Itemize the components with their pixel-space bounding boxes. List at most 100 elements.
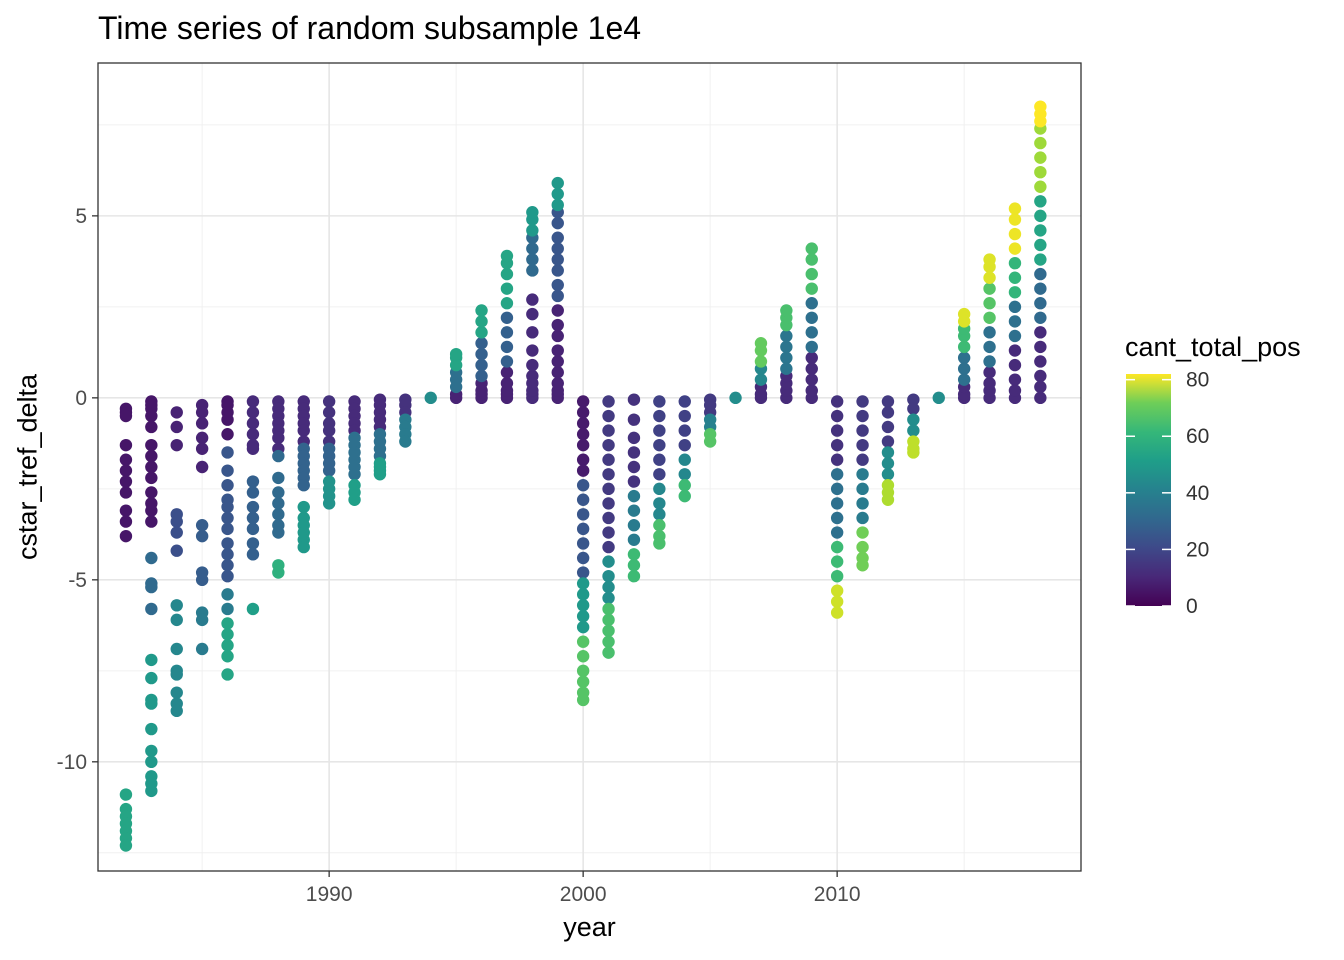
data-point xyxy=(1008,202,1022,215)
data-point xyxy=(1034,209,1047,223)
data-point xyxy=(1034,380,1047,394)
data-point xyxy=(272,497,285,510)
data-point xyxy=(1034,355,1047,368)
data-point xyxy=(627,393,641,406)
data-point xyxy=(1034,391,1047,405)
data-point xyxy=(322,406,336,419)
data-point xyxy=(475,326,488,339)
data-point xyxy=(551,216,564,230)
x-axis-title: year xyxy=(563,912,616,942)
data-point xyxy=(881,493,895,506)
data-point xyxy=(805,362,818,375)
data-point xyxy=(830,584,844,597)
data-point xyxy=(526,264,539,277)
data-point xyxy=(551,318,564,332)
data-point xyxy=(145,653,158,667)
data-point xyxy=(983,326,996,339)
data-point xyxy=(475,369,488,383)
data-point xyxy=(195,519,209,532)
data-point xyxy=(1008,329,1022,343)
data-point xyxy=(526,344,539,357)
data-point xyxy=(551,242,564,255)
data-point xyxy=(627,475,641,488)
data-point xyxy=(297,478,310,492)
data-point xyxy=(145,784,158,798)
data-point xyxy=(830,424,844,437)
data-point xyxy=(1034,100,1047,113)
data-point xyxy=(1034,311,1047,324)
data-point xyxy=(526,293,539,306)
data-point xyxy=(856,395,869,408)
data-point xyxy=(780,351,793,365)
colorbar xyxy=(1126,374,1171,606)
data-point xyxy=(983,311,996,324)
data-point xyxy=(500,297,514,310)
data-point xyxy=(297,424,310,437)
data-point xyxy=(221,639,234,652)
data-point xyxy=(780,304,793,317)
data-point xyxy=(221,511,234,525)
data-point xyxy=(272,508,285,521)
data-point xyxy=(1008,315,1022,328)
data-point xyxy=(1008,242,1022,255)
data-point xyxy=(805,253,818,266)
data-point xyxy=(221,446,234,459)
data-point xyxy=(907,424,920,437)
data-point xyxy=(932,391,945,405)
data-point xyxy=(1008,358,1022,372)
data-point xyxy=(119,515,133,528)
data-point xyxy=(856,409,869,423)
data-point xyxy=(272,486,285,499)
data-point xyxy=(602,555,615,568)
data-point xyxy=(1034,369,1047,383)
data-point xyxy=(500,282,514,295)
data-point xyxy=(856,453,869,466)
data-point xyxy=(678,468,691,481)
data-point xyxy=(145,722,158,736)
data-point xyxy=(830,526,844,539)
data-point xyxy=(830,497,844,510)
data-point xyxy=(576,478,590,492)
data-point xyxy=(195,460,209,474)
data-point xyxy=(602,613,615,627)
data-point xyxy=(246,486,260,499)
data-point xyxy=(830,468,844,481)
data-point xyxy=(627,548,641,561)
data-point xyxy=(627,569,641,583)
data-point xyxy=(475,315,488,328)
data-point xyxy=(983,253,996,266)
data-point xyxy=(627,460,641,474)
data-point xyxy=(602,540,615,554)
data-point xyxy=(246,475,260,488)
data-point xyxy=(780,329,793,343)
data-point xyxy=(881,395,895,408)
data-point xyxy=(500,366,514,379)
data-point xyxy=(221,478,234,492)
data-point xyxy=(322,464,336,477)
data-point xyxy=(221,428,234,441)
data-point xyxy=(576,675,590,688)
data-point xyxy=(881,446,895,459)
data-point xyxy=(576,551,590,565)
data-point xyxy=(627,489,641,503)
data-point xyxy=(957,307,971,321)
data-point xyxy=(576,395,590,408)
data-point xyxy=(653,453,666,466)
data-point xyxy=(119,409,133,423)
data-point xyxy=(602,497,615,510)
data-point xyxy=(907,402,920,415)
chart-title: Time series of random subsample 1e4 xyxy=(98,10,642,46)
data-point xyxy=(830,453,844,466)
data-point xyxy=(526,358,539,372)
data-point xyxy=(653,468,666,481)
data-point xyxy=(221,522,234,536)
data-point xyxy=(576,588,590,601)
y-tick-label: -5 xyxy=(68,569,87,592)
data-point xyxy=(119,438,133,452)
data-point xyxy=(1008,227,1022,241)
data-point xyxy=(576,664,590,678)
data-point xyxy=(297,500,310,514)
data-point xyxy=(526,253,539,266)
data-point xyxy=(602,453,615,466)
data-point xyxy=(221,548,234,561)
